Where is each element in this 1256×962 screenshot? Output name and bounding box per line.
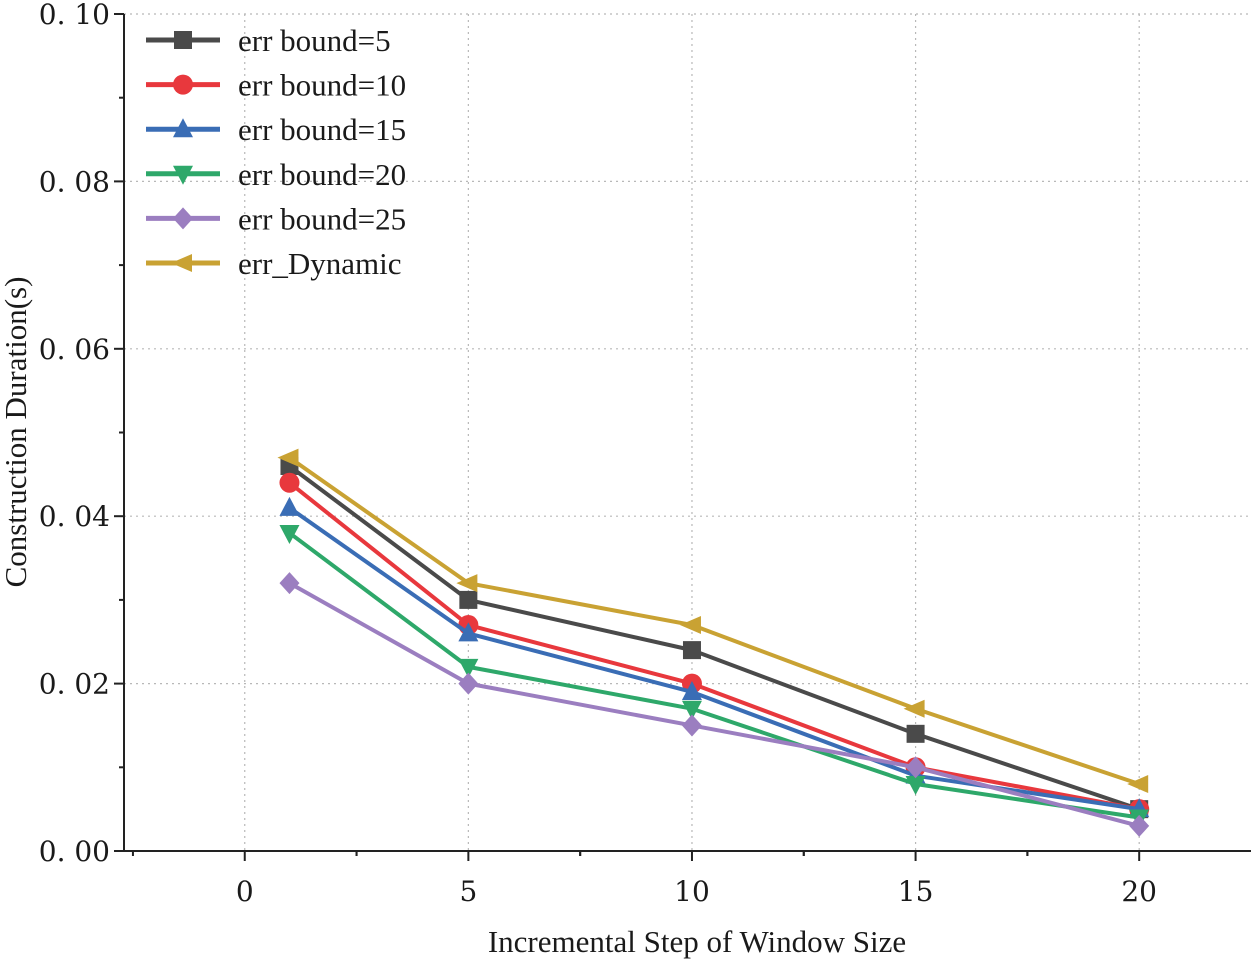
y-tick-label: 0. 06 bbox=[39, 333, 110, 366]
x-axis-label: Incremental Step of Window Size bbox=[488, 924, 906, 959]
data-point bbox=[279, 524, 300, 544]
data-point bbox=[1127, 775, 1149, 794]
series-line bbox=[288, 531, 1140, 820]
data-point bbox=[905, 776, 926, 796]
legend-label: err bound=20 bbox=[238, 157, 406, 192]
x-tick-label: 20 bbox=[1121, 875, 1157, 908]
legend-label: err bound=10 bbox=[238, 68, 406, 103]
legend-entry: err bound=15 bbox=[146, 112, 406, 147]
legend-entry: err bound=20 bbox=[146, 157, 406, 192]
legend-label: err bound=5 bbox=[238, 23, 391, 58]
series-line bbox=[288, 455, 1140, 786]
x-tick-label: 5 bbox=[459, 875, 477, 908]
x-tick-label: 10 bbox=[674, 875, 710, 908]
data-point bbox=[459, 590, 478, 609]
x-tick-label: 0 bbox=[236, 875, 254, 908]
y-tick-label: 0. 00 bbox=[39, 835, 110, 868]
data-point bbox=[681, 700, 702, 720]
legend-entry: err bound=10 bbox=[146, 68, 406, 103]
legend-entry: err bound=5 bbox=[146, 23, 391, 58]
series bbox=[277, 448, 1150, 837]
data-point bbox=[277, 448, 299, 467]
data-point bbox=[681, 680, 702, 700]
legend-marker bbox=[173, 165, 193, 185]
data-point bbox=[1129, 814, 1150, 837]
legend-marker bbox=[171, 254, 192, 272]
legend-entry: err_Dynamic bbox=[146, 246, 402, 281]
legend-entry: err bound=25 bbox=[146, 201, 406, 236]
series-3 bbox=[279, 524, 1150, 829]
legend-label: err bound=25 bbox=[238, 201, 406, 236]
data-point bbox=[458, 658, 479, 678]
data-point bbox=[456, 574, 478, 593]
data-point bbox=[279, 472, 300, 493]
series-line bbox=[288, 481, 1140, 812]
x-tick-label: 15 bbox=[898, 875, 934, 908]
legend-marker bbox=[174, 31, 192, 49]
y-tick-label: 0. 10 bbox=[39, 0, 110, 31]
data-point bbox=[279, 572, 300, 595]
series-4 bbox=[279, 572, 1150, 837]
legend-label: err bound=15 bbox=[238, 112, 406, 147]
data-point bbox=[679, 616, 701, 635]
data-point bbox=[279, 496, 300, 516]
data-point bbox=[903, 699, 925, 718]
data-point bbox=[681, 714, 702, 737]
legend-marker bbox=[173, 207, 193, 230]
legend-marker bbox=[173, 118, 193, 138]
y-tick-label: 0. 08 bbox=[39, 165, 110, 198]
data-point bbox=[458, 672, 479, 695]
legend-marker bbox=[173, 74, 193, 95]
series-5 bbox=[277, 448, 1149, 794]
y-axis-label: Construction Duration(s) bbox=[0, 277, 33, 588]
legend: err bound=5 err bound=10 err bound=15 err b… bbox=[146, 23, 406, 281]
data-point bbox=[458, 622, 479, 642]
y-tick-label: 0. 02 bbox=[39, 668, 110, 701]
data-point bbox=[682, 641, 701, 660]
y-tick-label: 0. 04 bbox=[39, 500, 110, 533]
data-point bbox=[906, 724, 925, 743]
series-0 bbox=[280, 456, 1149, 819]
legend-label: err_Dynamic bbox=[238, 246, 402, 281]
series-line bbox=[288, 464, 1140, 812]
ticks: 0 5 10 15 20 0. 00 0. 02 0. 04 0. 06 0. 08 0. 10 bbox=[39, 0, 1157, 908]
data-point bbox=[905, 756, 926, 779]
